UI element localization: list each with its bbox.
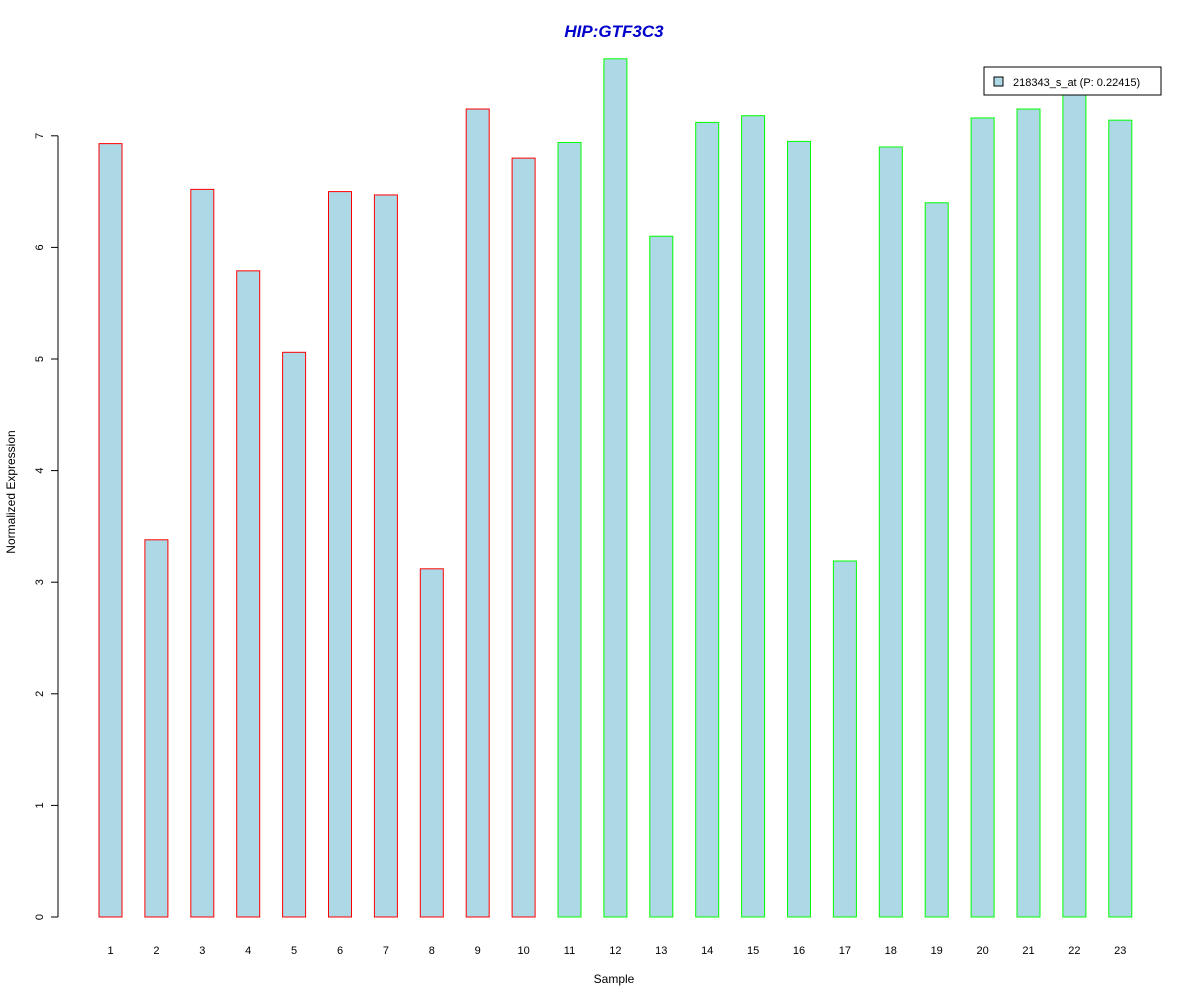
x-tick-label: 2	[153, 945, 159, 957]
bar	[878, 146, 903, 918]
bar	[419, 568, 444, 918]
legend-box	[983, 66, 1162, 96]
y-tick-label: 6	[34, 244, 46, 250]
x-tick-label: 7	[383, 945, 389, 957]
bar	[741, 115, 766, 918]
bar	[373, 194, 398, 918]
x-tick-label: 20	[976, 945, 988, 957]
x-tick-label: 10	[517, 945, 529, 957]
bar	[465, 108, 490, 918]
x-tick-label: 4	[245, 945, 251, 957]
y-tick-label: 1	[34, 802, 46, 808]
x-tick-label: 16	[793, 945, 805, 957]
bar	[1108, 119, 1133, 918]
y-tick-label: 4	[34, 468, 46, 474]
legend: 218343_s_at (P: 0.22415)	[983, 66, 1162, 96]
legend-label: 218343_s_at (P: 0.22415)	[1013, 77, 1140, 89]
x-tick-labels: 1 2 3 4 5 6 7 8 9 10 11 12 13 14 15 16 17 18 19 20 21 22 23	[107, 945, 1126, 957]
y-tick-label: 0	[34, 914, 46, 920]
x-tick-label: 12	[609, 945, 621, 957]
bar	[970, 117, 995, 918]
x-tick-label: 21	[1022, 945, 1034, 957]
x-tick-label: 17	[839, 945, 851, 957]
x-tick-label: 3	[199, 945, 205, 957]
x-tick-label: 22	[1068, 945, 1080, 957]
legend-swatch	[993, 76, 1004, 87]
x-tick-label: 11	[564, 945, 575, 957]
y-tick-label: 2	[34, 691, 46, 697]
bar	[695, 121, 720, 918]
bar	[328, 191, 352, 918]
x-tick-label: 14	[701, 945, 713, 957]
bar	[98, 143, 123, 918]
x-tick-label: 23	[1114, 945, 1126, 957]
bar	[282, 351, 307, 918]
bar	[832, 560, 857, 918]
bar	[144, 539, 169, 918]
bar	[557, 141, 582, 918]
bars-group	[98, 58, 1133, 918]
x-axis-title: Sample	[594, 972, 635, 986]
bar	[1062, 91, 1087, 918]
bar	[190, 188, 215, 918]
x-tick-label: 9	[475, 945, 481, 957]
x-tick-label: 18	[885, 945, 897, 957]
x-tick-label: 8	[429, 945, 435, 957]
y-tick-label: 7	[34, 133, 46, 139]
y-axis: 0 1 2 3 4 5 6 7	[34, 133, 59, 920]
y-tick-label: 5	[34, 356, 46, 362]
bar	[924, 202, 949, 918]
bar	[1016, 108, 1041, 918]
chart-title: HIP:GTF3C3	[564, 22, 664, 41]
bar	[787, 140, 811, 918]
bar	[603, 58, 628, 918]
x-tick-label: 5	[291, 945, 297, 957]
x-tick-label: 19	[931, 945, 943, 957]
x-tick-label: 13	[655, 945, 667, 957]
y-axis-title: Normalized Expression	[4, 430, 18, 553]
bar	[511, 157, 536, 918]
y-tick-label: 3	[34, 579, 46, 585]
bar	[649, 235, 674, 918]
x-tick-label: 15	[747, 945, 759, 957]
bar	[236, 270, 261, 918]
x-tick-label: 6	[337, 945, 343, 957]
x-tick-label: 1	[107, 945, 113, 957]
